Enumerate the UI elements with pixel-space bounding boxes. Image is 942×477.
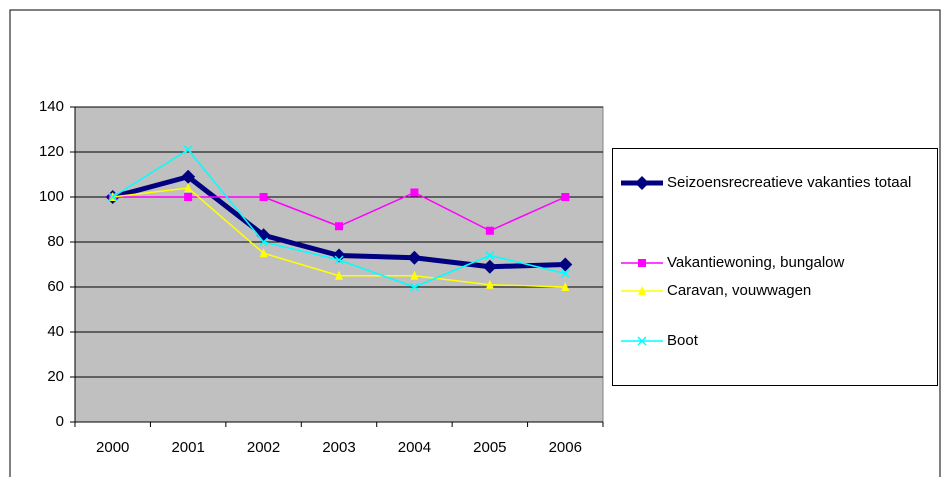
y-tick-label: 40 <box>47 323 64 340</box>
x-tick-label: 2004 <box>398 439 431 456</box>
marker <box>561 193 570 201</box>
marker <box>638 286 646 295</box>
marker <box>558 257 573 272</box>
x-tick-label: 2005 <box>473 439 506 456</box>
marker <box>485 250 495 261</box>
x-tick-label: 2001 <box>171 439 204 456</box>
marker <box>485 226 494 235</box>
legend-entry: Vakantiewoning, bungalow <box>617 253 937 273</box>
x-tick-label: 2002 <box>247 439 280 456</box>
legend-swatch <box>621 259 663 267</box>
marker <box>635 176 649 190</box>
marker <box>638 259 646 267</box>
marker <box>637 336 647 346</box>
legend-label: Caravan, vouwwagen <box>667 282 812 299</box>
y-tick-label: 20 <box>47 368 64 385</box>
legend-swatch <box>621 336 663 346</box>
marker <box>560 268 570 279</box>
legend-label: Boot <box>667 332 698 349</box>
legend-label: Vakantiewoning, bungalow <box>667 254 845 271</box>
y-tick-label: 0 <box>56 413 64 430</box>
marker <box>184 183 193 192</box>
marker <box>561 282 570 291</box>
marker <box>482 259 497 274</box>
y-tick-label: 140 <box>39 98 64 115</box>
y-tick-label: 60 <box>47 278 64 295</box>
legend-entry: Seizoensrecreatieve vakanties totaal <box>617 173 937 193</box>
marker <box>259 193 268 201</box>
y-tick-label: 100 <box>39 188 64 205</box>
marker <box>184 193 193 201</box>
marker <box>409 282 419 292</box>
marker <box>407 250 422 265</box>
x-tick-label: 2003 <box>322 439 355 456</box>
legend-entry: Caravan, vouwwagen <box>617 281 937 301</box>
marker <box>485 279 494 289</box>
marker <box>183 145 193 155</box>
marker <box>410 188 419 197</box>
marker <box>108 192 118 202</box>
x-tick-label: 2006 <box>549 439 582 456</box>
legend-swatch <box>621 176 663 190</box>
marker <box>334 255 344 265</box>
marker <box>410 270 419 280</box>
marker <box>181 169 196 184</box>
x-tick-label: 2000 <box>96 439 129 456</box>
y-tick-label: 120 <box>39 143 64 160</box>
marker <box>335 222 343 231</box>
chart-border <box>9 9 941 477</box>
marker <box>335 270 343 280</box>
y-tick-label: 80 <box>47 233 64 250</box>
marker <box>259 248 268 258</box>
legend-swatch <box>621 286 663 295</box>
marker <box>259 237 269 247</box>
legend-label: Seizoensrecreatieve vakanties totaal <box>667 174 912 191</box>
legend: Seizoensrecreatieve vakanties totaal Vaka… <box>612 148 938 386</box>
legend-entry: Boot <box>617 331 937 351</box>
